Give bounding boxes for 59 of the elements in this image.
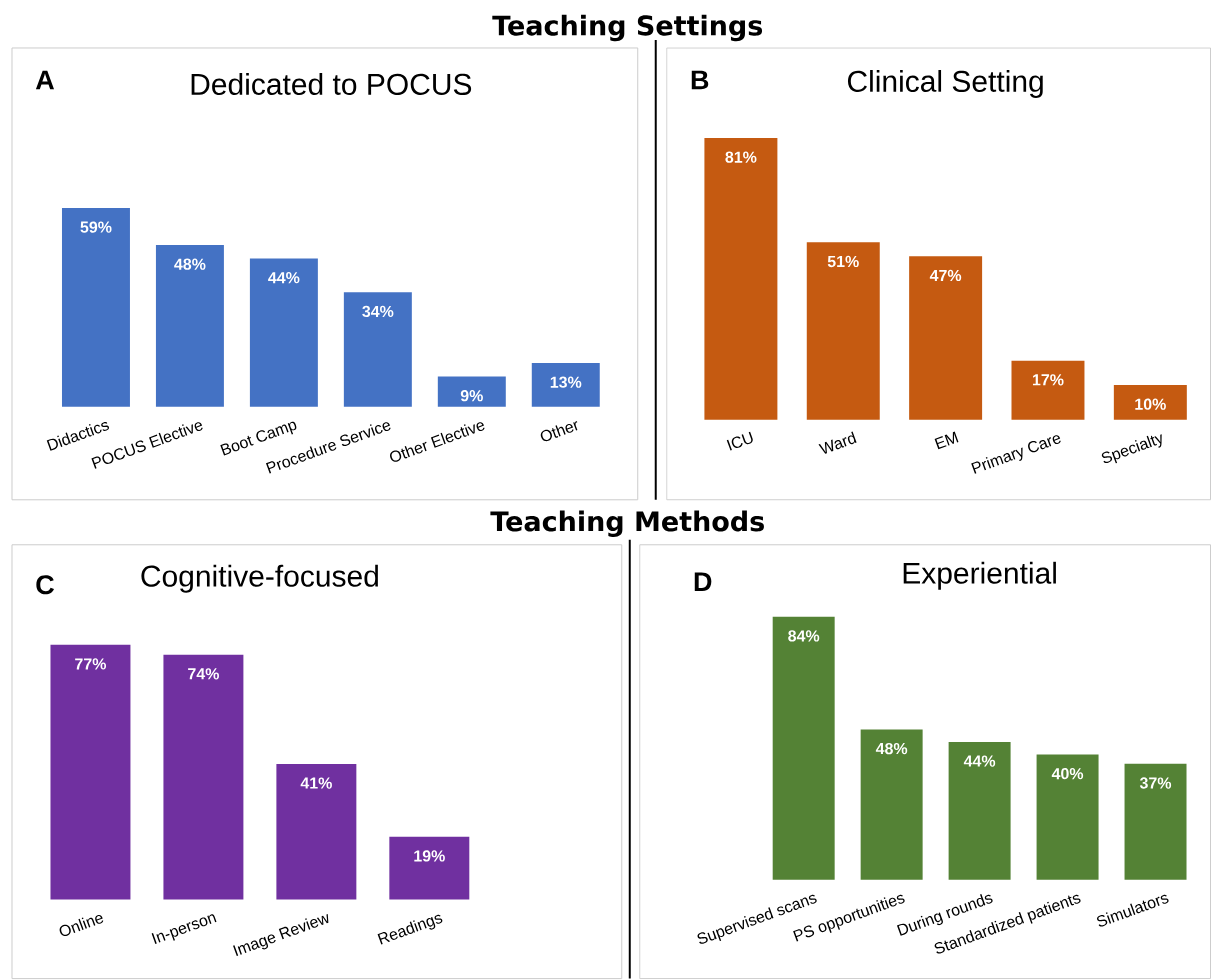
x-tick-label: Image Review: [233, 914, 329, 957]
chart-title: Dedicated to POCUS: [191, 73, 472, 96]
bar: [249, 258, 318, 408]
x-tick-label: Online: [59, 915, 104, 937]
x-tick-label: Other Elective: [390, 422, 485, 463]
x-tick-label: Boot Camp: [220, 421, 297, 456]
bar: [389, 836, 470, 900]
data-label: 59%: [80, 221, 112, 233]
text: Teaching Settings: [492, 15, 763, 42]
x-tick-label: Other: [540, 421, 578, 442]
bar: [531, 363, 600, 408]
data-label: 17%: [1032, 374, 1064, 386]
chart-title: Cognitive-focused: [141, 564, 378, 593]
data-label: 84%: [788, 630, 820, 642]
x-tick-label: EM: [934, 431, 959, 450]
bar: [163, 654, 244, 900]
bar: [1124, 764, 1187, 880]
data-label: 48%: [875, 743, 908, 755]
bar: [1113, 385, 1187, 421]
data-label: 44%: [268, 272, 300, 284]
data-label: 19%: [414, 850, 445, 862]
bar: [61, 208, 130, 408]
data-label: 77%: [75, 658, 107, 670]
data-label: 47%: [929, 269, 962, 282]
x-tick-label: Ward: [818, 431, 857, 455]
x-tick-label: ICU: [726, 431, 753, 451]
bar: [948, 742, 1011, 880]
bar: [276, 764, 357, 900]
bar: [1036, 754, 1099, 880]
chart-title: Clinical Setting: [847, 70, 1043, 99]
bar: [343, 292, 412, 408]
text: Teaching Methods: [490, 510, 764, 538]
text: D: [694, 572, 712, 592]
data-label: 40%: [1051, 768, 1084, 780]
bar: [50, 644, 131, 900]
bar: [772, 616, 835, 880]
data-label: 9%: [460, 390, 483, 402]
bar: [704, 138, 778, 421]
bar: [860, 729, 923, 880]
bar: [437, 376, 506, 408]
bar: [909, 256, 983, 421]
bar: [806, 242, 880, 421]
data-label: 74%: [188, 668, 219, 680]
data-label: 44%: [963, 755, 996, 767]
x-tick-label: Primary Care: [971, 435, 1061, 475]
data-label: 41%: [300, 777, 332, 789]
data-label: 37%: [1139, 777, 1172, 789]
chart-title: Experiential: [903, 561, 1056, 590]
data-label: 51%: [827, 256, 859, 268]
data-label: 34%: [362, 305, 394, 318]
data-label: 48%: [174, 258, 206, 271]
text: B: [691, 70, 709, 90]
data-label: 13%: [550, 376, 582, 389]
text: C: [36, 575, 54, 595]
data-label: 81%: [725, 151, 757, 163]
bar: [1011, 360, 1085, 421]
text: A: [35, 70, 55, 90]
bar: [155, 245, 224, 408]
data-label: 10%: [1135, 398, 1166, 411]
